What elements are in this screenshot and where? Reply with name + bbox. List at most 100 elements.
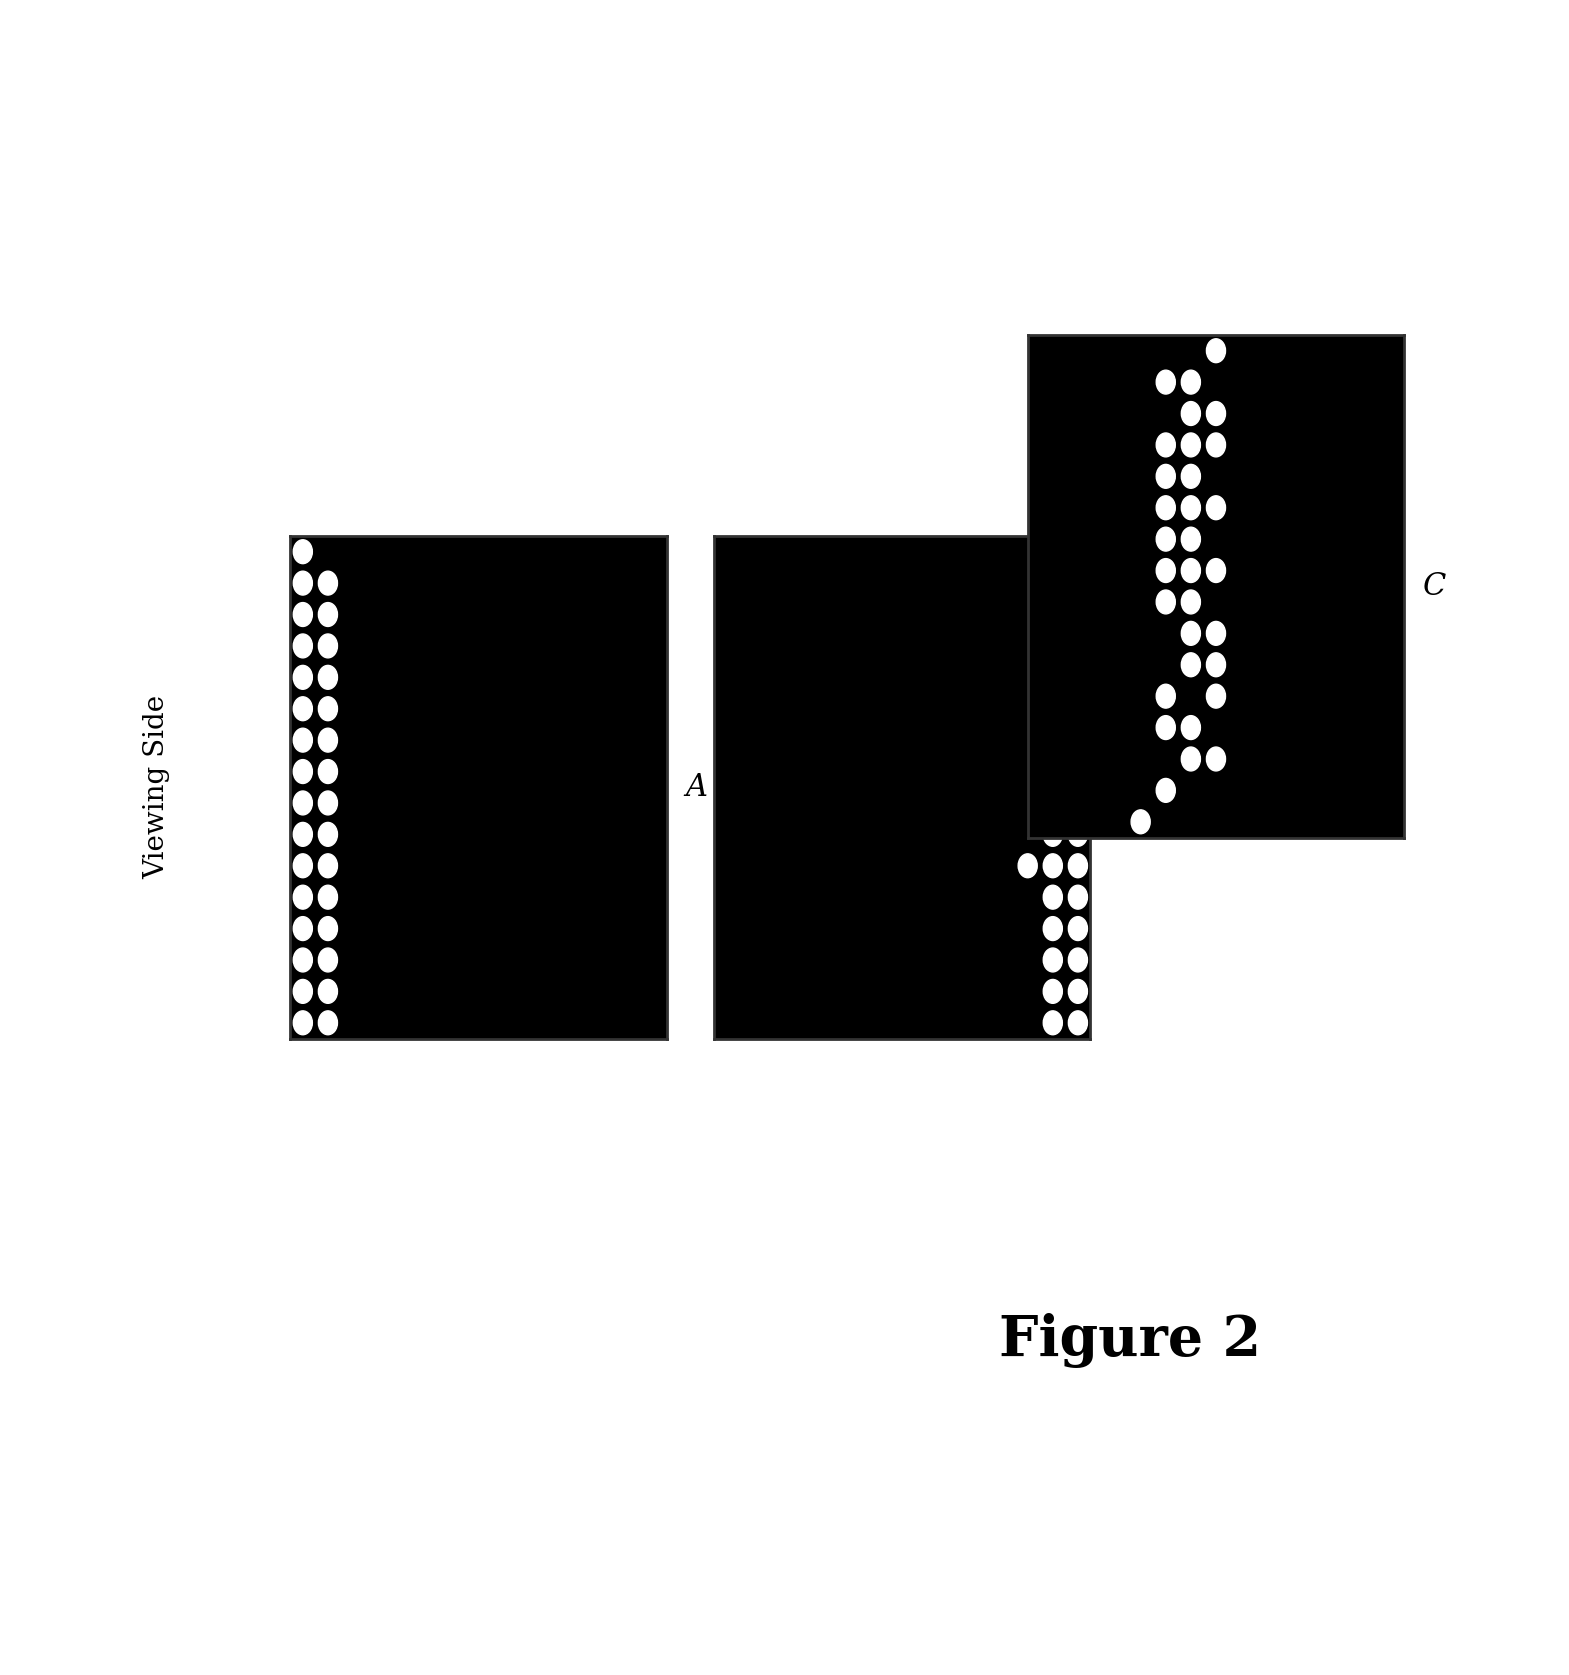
Circle shape xyxy=(1068,539,1087,563)
Circle shape xyxy=(1156,779,1175,802)
Circle shape xyxy=(1181,432,1200,457)
Circle shape xyxy=(1181,621,1200,645)
Circle shape xyxy=(1068,603,1087,626)
Circle shape xyxy=(293,791,312,816)
Circle shape xyxy=(293,697,312,720)
Circle shape xyxy=(1181,715,1200,740)
Circle shape xyxy=(319,822,337,846)
Circle shape xyxy=(1207,496,1225,519)
Circle shape xyxy=(1181,464,1200,489)
Circle shape xyxy=(1068,760,1087,784)
Circle shape xyxy=(1181,496,1200,519)
Circle shape xyxy=(293,760,312,784)
Circle shape xyxy=(1018,854,1037,878)
Circle shape xyxy=(293,665,312,690)
Circle shape xyxy=(1043,571,1062,595)
Circle shape xyxy=(319,760,337,784)
Circle shape xyxy=(1181,402,1200,425)
Circle shape xyxy=(1181,528,1200,551)
Circle shape xyxy=(319,884,337,910)
Circle shape xyxy=(1068,822,1087,846)
Circle shape xyxy=(1131,809,1150,834)
Circle shape xyxy=(1207,653,1225,677)
Circle shape xyxy=(1068,948,1087,972)
Circle shape xyxy=(1043,1010,1062,1035)
Circle shape xyxy=(1043,633,1062,658)
Circle shape xyxy=(1156,528,1175,551)
Circle shape xyxy=(319,980,337,1003)
Circle shape xyxy=(293,948,312,972)
Text: Viewing Side: Viewing Side xyxy=(143,695,171,879)
Circle shape xyxy=(1068,980,1087,1003)
Circle shape xyxy=(1156,715,1175,740)
Circle shape xyxy=(319,571,337,595)
Circle shape xyxy=(293,633,312,658)
Circle shape xyxy=(1156,496,1175,519)
Circle shape xyxy=(1207,559,1225,583)
Circle shape xyxy=(1068,697,1087,720)
Circle shape xyxy=(1043,980,1062,1003)
Circle shape xyxy=(1068,665,1087,690)
Circle shape xyxy=(1068,884,1087,910)
Circle shape xyxy=(1156,464,1175,489)
Circle shape xyxy=(319,633,337,658)
Circle shape xyxy=(1207,683,1225,709)
Circle shape xyxy=(1068,633,1087,658)
Text: Figure 2: Figure 2 xyxy=(998,1313,1261,1367)
Circle shape xyxy=(1043,884,1062,910)
Circle shape xyxy=(1043,916,1062,941)
Circle shape xyxy=(1068,571,1087,595)
Circle shape xyxy=(1156,590,1175,615)
Circle shape xyxy=(319,854,337,878)
Circle shape xyxy=(1181,590,1200,615)
Circle shape xyxy=(319,665,337,690)
Circle shape xyxy=(319,916,337,941)
Circle shape xyxy=(293,603,312,626)
Circle shape xyxy=(1207,402,1225,425)
Circle shape xyxy=(1068,1010,1087,1035)
Circle shape xyxy=(1068,916,1087,941)
Circle shape xyxy=(1068,791,1087,816)
Circle shape xyxy=(293,916,312,941)
Circle shape xyxy=(1156,683,1175,709)
Circle shape xyxy=(1207,621,1225,645)
Circle shape xyxy=(293,571,312,595)
Circle shape xyxy=(1181,370,1200,394)
Circle shape xyxy=(1043,760,1062,784)
Circle shape xyxy=(293,729,312,752)
Circle shape xyxy=(1156,432,1175,457)
Circle shape xyxy=(1156,559,1175,583)
Circle shape xyxy=(1207,432,1225,457)
Circle shape xyxy=(1043,665,1062,690)
Circle shape xyxy=(293,822,312,846)
Circle shape xyxy=(1181,559,1200,583)
Circle shape xyxy=(1068,854,1087,878)
Text: B: B xyxy=(1109,772,1131,802)
Text: A: A xyxy=(686,772,708,802)
Circle shape xyxy=(1207,747,1225,771)
Circle shape xyxy=(293,884,312,910)
Circle shape xyxy=(1043,791,1062,816)
Circle shape xyxy=(1068,729,1087,752)
Circle shape xyxy=(1043,822,1062,846)
Circle shape xyxy=(293,854,312,878)
Circle shape xyxy=(319,948,337,972)
Circle shape xyxy=(1207,338,1225,363)
Circle shape xyxy=(1043,603,1062,626)
Circle shape xyxy=(319,729,337,752)
Circle shape xyxy=(319,1010,337,1035)
Circle shape xyxy=(319,697,337,720)
Circle shape xyxy=(293,1010,312,1035)
Circle shape xyxy=(1156,370,1175,394)
Circle shape xyxy=(1181,747,1200,771)
Circle shape xyxy=(293,539,312,563)
Circle shape xyxy=(1043,697,1062,720)
Circle shape xyxy=(1043,729,1062,752)
Circle shape xyxy=(1043,854,1062,878)
Circle shape xyxy=(1181,653,1200,677)
Circle shape xyxy=(319,603,337,626)
Circle shape xyxy=(293,980,312,1003)
Text: C: C xyxy=(1423,571,1447,601)
Circle shape xyxy=(319,791,337,816)
Circle shape xyxy=(1043,948,1062,972)
